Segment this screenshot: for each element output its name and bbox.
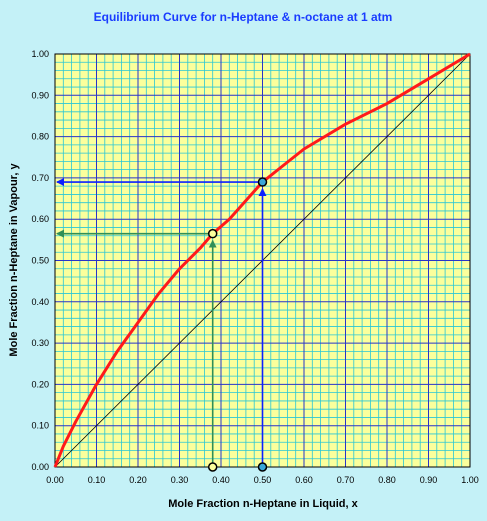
y-tick-label: 0.30 <box>31 338 49 348</box>
y-tick-label: 0.70 <box>31 173 49 183</box>
y-tick-label: 0.20 <box>31 379 49 389</box>
x-axis-marker-point <box>257 462 268 472</box>
y-tick-label: 0.00 <box>31 462 49 472</box>
y-tick-label: 0.50 <box>31 256 49 266</box>
equilibrium-curve <box>53 52 471 468</box>
y-tick-label: 0.80 <box>31 132 49 142</box>
x-tick-label: 0.10 <box>88 475 106 485</box>
y-tick-label: 0.10 <box>31 421 49 431</box>
x-tick-label: 0.70 <box>337 475 355 485</box>
y-tick-label: 0.60 <box>31 214 49 224</box>
x-tick-labels: 0.00 0.10 0.20 0.30 0.40 0.50 0.60 0.70 0.80 0.90… <box>46 475 479 485</box>
x-tick-label: 0.90 <box>420 475 438 485</box>
x-tick-label: 0.20 <box>129 475 147 485</box>
x-tick-label: 0.30 <box>171 475 189 485</box>
curve-marker-point <box>207 228 218 239</box>
y-tick-label: 0.90 <box>31 90 49 100</box>
curve-marker-point <box>257 177 268 187</box>
x-tick-label: 0.60 <box>295 475 313 485</box>
y-tick-label: 1.00 <box>31 49 49 59</box>
y-axis-label: Mole Fraction n-Heptane in Vapour, y <box>8 163 20 357</box>
y-tick-label: 0.40 <box>31 297 49 307</box>
x-tick-label: 0.80 <box>378 475 396 485</box>
x-axis-marker-point <box>207 462 218 472</box>
y-tick-labels: 0.00 0.10 0.20 0.30 0.40 0.50 0.60 0.70 0.80 0.90… <box>31 49 49 472</box>
annotation-group <box>56 177 268 472</box>
x-axis-label: Mole Fraction n-Heptane in Liquid, x <box>168 498 358 510</box>
x-tick-label: 0.00 <box>46 475 64 485</box>
x-tick-label: 0.40 <box>212 475 230 485</box>
x-tick-label: 0.50 <box>254 475 272 485</box>
x-tick-label: 1.00 <box>461 475 479 485</box>
chart-title: Equilibrium Curve for n-Heptane & n-octa… <box>94 10 393 24</box>
